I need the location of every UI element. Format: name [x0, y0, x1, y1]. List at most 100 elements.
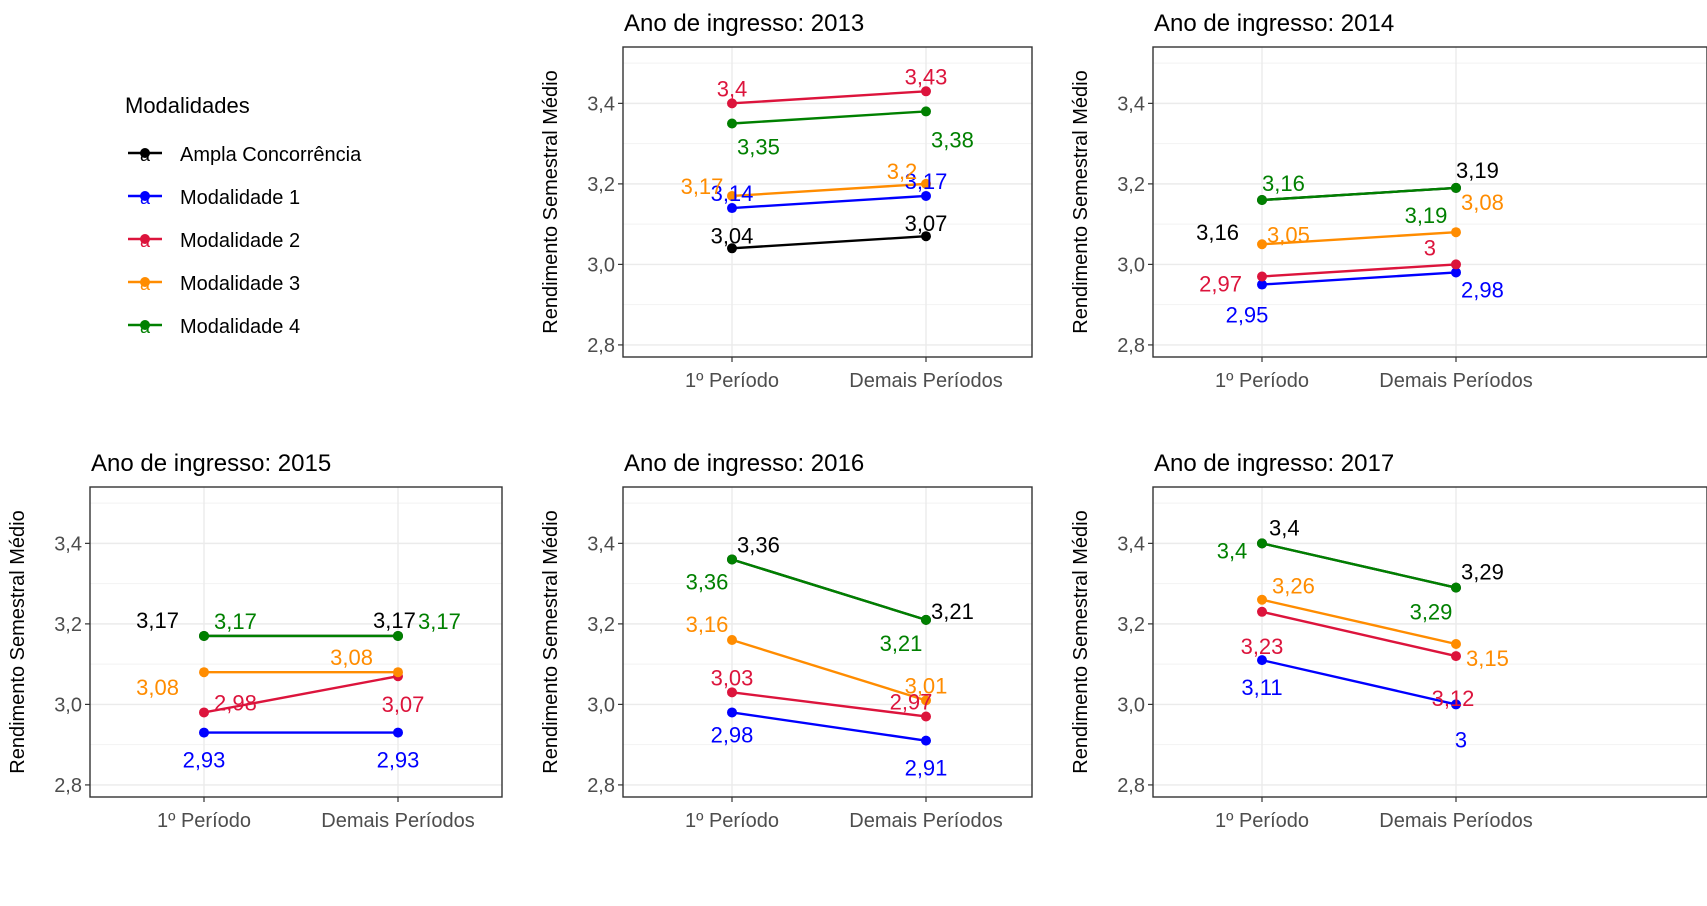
panel-border [1152, 486, 1707, 798]
data-label: 3,36 [737, 532, 780, 557]
data-point [921, 106, 931, 117]
series-line [731, 711, 927, 742]
y-tick-label: 3,2 [587, 174, 615, 196]
panel-title: Ano de ingresso: 2015 [91, 450, 331, 477]
legend-label: Modalidade 2 [180, 230, 300, 252]
data-label: 3,17 [418, 609, 461, 634]
series-line [731, 90, 927, 105]
y-tick-label: 3,4 [1117, 93, 1145, 115]
y-tick-label: 2,8 [587, 775, 615, 797]
data-point [727, 190, 737, 201]
data-label: 3,17 [373, 608, 416, 633]
chart-panel: 2,8 3,0 3,2 3,4 1º Período Demais Períodos Ano… [1070, 450, 1707, 832]
data-label: 3,35 [737, 134, 780, 159]
y-axis-label: Rendimento Semestral Médio [7, 510, 29, 773]
y-tick-label: 3,0 [1117, 694, 1145, 716]
series [1257, 655, 1461, 710]
y-tick-label: 3,0 [587, 254, 615, 276]
chart-panel: 2,8 3,0 3,2 3,4 1º Período Demais Períodos Ano… [540, 10, 1033, 392]
y-tick-label: 3,4 [1117, 533, 1145, 555]
legend-key-glyph: a [140, 274, 151, 294]
legend-key-point [140, 234, 150, 244]
panel-title: Ano de ingresso: 2013 [624, 10, 864, 37]
series-line [1261, 263, 1457, 278]
chart-panel: 2,8 3,0 3,2 3,4 1º Período Demais Períodos Ano… [540, 450, 1033, 832]
data-point [393, 727, 403, 738]
data-point [727, 687, 737, 698]
data-point [921, 178, 931, 189]
legend-key: a [128, 274, 162, 294]
chart-panel: 2,8 3,0 3,2 3,4 1º Período Demais Períodos Ano… [7, 450, 503, 832]
panel-title: Ano de ingresso: 2016 [624, 450, 864, 477]
series [727, 178, 931, 201]
panel-title: Ano de ingresso: 2014 [1154, 10, 1394, 37]
data-point [921, 711, 931, 722]
data-label: 3,17 [136, 608, 179, 633]
y-tick-label: 2,8 [587, 335, 615, 357]
series [1257, 538, 1461, 593]
series [727, 190, 931, 214]
data-label: 3,04 [711, 223, 754, 248]
data-label: 3,17 [214, 609, 257, 634]
data-label: 2,97 [890, 689, 933, 714]
panel-border [89, 486, 503, 798]
y-tick-label: 3,0 [1117, 254, 1145, 276]
series [199, 727, 403, 738]
legend-label: Modalidade 3 [180, 273, 300, 295]
data-label: 3,07 [905, 211, 948, 236]
series [1257, 267, 1461, 290]
y-tick-label: 3,2 [1117, 614, 1145, 636]
y-tick-label: 2,8 [1117, 775, 1145, 797]
data-label: 2,93 [377, 748, 420, 773]
x-tick-label: Demais Períodos [849, 370, 1002, 392]
data-label: 3,05 [1267, 222, 1310, 247]
data-label: 3 [1455, 727, 1467, 752]
data-point [393, 667, 403, 678]
panel-title: Ano de ingresso: 2017 [1154, 450, 1394, 477]
data-label: 3,08 [1461, 190, 1504, 215]
data-label: 3,12 [1432, 686, 1475, 711]
data-label: 3,38 [931, 127, 974, 152]
data-point [727, 203, 737, 214]
series [727, 707, 931, 746]
data-label: 3,29 [1461, 560, 1504, 585]
data-point [1451, 582, 1461, 593]
data-label: 2,98 [214, 690, 257, 715]
series-line [731, 110, 927, 125]
legend-title: Modalidades [125, 93, 250, 118]
data-label: 3,21 [880, 631, 923, 656]
series [1257, 182, 1461, 205]
series [1257, 227, 1461, 250]
data-label: 2,93 [183, 748, 226, 773]
series [199, 667, 403, 678]
data-point [1451, 259, 1461, 270]
data-point [1257, 271, 1267, 282]
legend-key-glyph: a [140, 231, 151, 251]
data-label: 3,16 [1262, 171, 1305, 196]
series-line [731, 691, 927, 718]
series [727, 86, 931, 109]
data-label: 3,17 [905, 169, 948, 194]
data-point [727, 118, 737, 129]
data-point [1257, 194, 1267, 205]
data-point [1451, 182, 1461, 193]
data-label: 3,08 [136, 675, 179, 700]
series [1257, 606, 1461, 662]
panel-border [622, 486, 1033, 798]
data-point [921, 614, 931, 625]
y-tick-label: 3,4 [54, 533, 82, 555]
data-point [1257, 655, 1267, 666]
data-label: 3,07 [382, 692, 425, 717]
y-tick-label: 3,4 [587, 93, 615, 115]
series [727, 554, 931, 625]
series-line [731, 182, 927, 198]
series-line [731, 638, 927, 702]
series-line [1261, 230, 1457, 246]
data-label: 3,4 [717, 76, 748, 101]
series [727, 106, 931, 129]
data-point [1257, 239, 1267, 250]
data-label: 3,2 [887, 159, 918, 184]
data-label: 3,15 [1466, 646, 1509, 671]
data-point [727, 243, 737, 254]
